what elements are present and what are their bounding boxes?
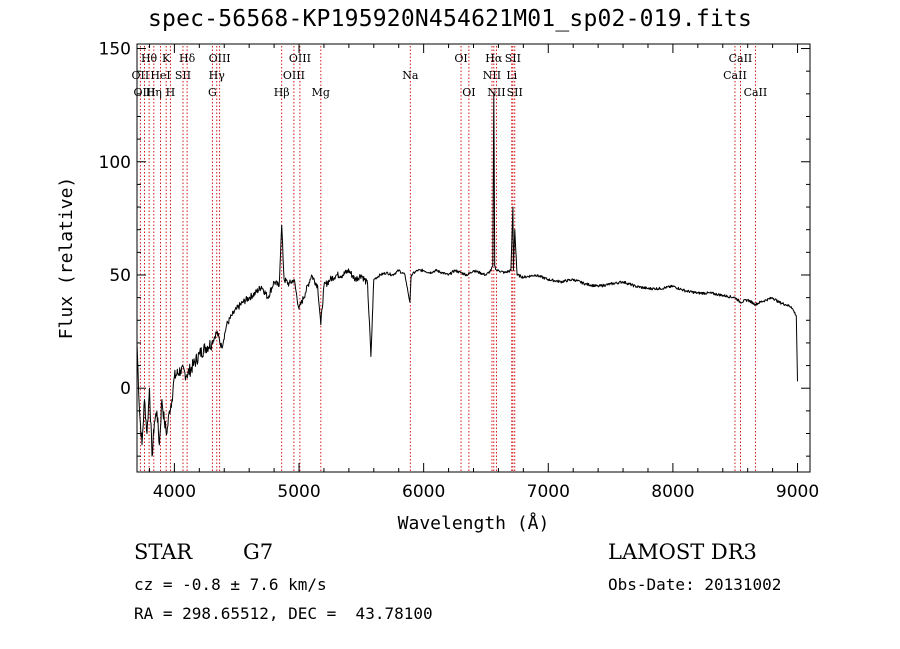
line-label-21: NII bbox=[483, 69, 501, 82]
line-label-10: Hγ bbox=[209, 69, 226, 82]
line-label-24: SII bbox=[507, 86, 523, 99]
obs-date-text: Obs-Date: 20131002 bbox=[608, 575, 782, 594]
chart-title: spec-56568-KP195920N454621M01_sp02-019.f… bbox=[147, 6, 753, 32]
line-label-15: Mg bbox=[312, 86, 330, 99]
line-label-23: NII bbox=[487, 86, 505, 99]
y-tick-label-0: 0 bbox=[120, 379, 131, 399]
x-tick-label-5: 9000 bbox=[776, 482, 819, 502]
line-label-27: CaII bbox=[744, 86, 768, 99]
line-label-3: Hη bbox=[146, 86, 162, 99]
line-label-0: Hθ bbox=[141, 52, 158, 65]
line-label-19: Hα bbox=[485, 52, 503, 65]
line-label-20: SII bbox=[505, 52, 521, 65]
line-label-8: Hδ bbox=[179, 52, 196, 65]
line-label-17: OI bbox=[454, 52, 467, 65]
spectrum-line bbox=[136, 93, 798, 457]
line-label-5: K bbox=[162, 52, 171, 65]
line-label-12: OIII bbox=[289, 52, 311, 65]
x-axis-label: Wavelength (Å) bbox=[398, 512, 550, 534]
x-tick-label-1: 5000 bbox=[277, 482, 320, 502]
y-tick-label-1: 50 bbox=[109, 266, 131, 286]
line-label-13: OIII bbox=[283, 69, 305, 82]
y-tick-label-2: 100 bbox=[99, 153, 131, 173]
line-label-2: OIII bbox=[133, 86, 155, 99]
line-label-22: Li bbox=[506, 69, 517, 82]
y-axis-label: Flux (relative) bbox=[56, 177, 77, 340]
x-tick-label-3: 7000 bbox=[527, 482, 570, 502]
x-tick-label-4: 8000 bbox=[651, 482, 694, 502]
x-tick-label-2: 6000 bbox=[402, 482, 445, 502]
x-tick-label-0: 4000 bbox=[153, 482, 196, 502]
class-label: STAR bbox=[134, 540, 193, 564]
line-label-1: OII bbox=[132, 69, 150, 82]
line-label-18: OI bbox=[462, 86, 475, 99]
line-label-11: G bbox=[208, 86, 217, 99]
line-label-26: CaII bbox=[723, 69, 747, 82]
y-tick-label-3: 150 bbox=[99, 40, 131, 60]
line-label-7: H bbox=[166, 86, 176, 99]
line-label-16: Na bbox=[402, 69, 419, 82]
coordinates-text: RA = 298.65512, DEC = 43.78100 bbox=[134, 604, 433, 623]
redshift-text: cz = -0.8 ± 7.6 km/s bbox=[134, 575, 327, 594]
subclass-label: G7 bbox=[243, 540, 274, 564]
survey-label: LAMOST DR3 bbox=[608, 540, 757, 564]
line-label-4: HeI bbox=[150, 69, 170, 82]
plot-frame bbox=[136, 43, 811, 473]
line-label-14: Hβ bbox=[274, 86, 290, 99]
line-label-25: CaII bbox=[729, 52, 753, 65]
line-label-9: OIII bbox=[209, 52, 231, 65]
line-label-6: SII bbox=[175, 69, 191, 82]
